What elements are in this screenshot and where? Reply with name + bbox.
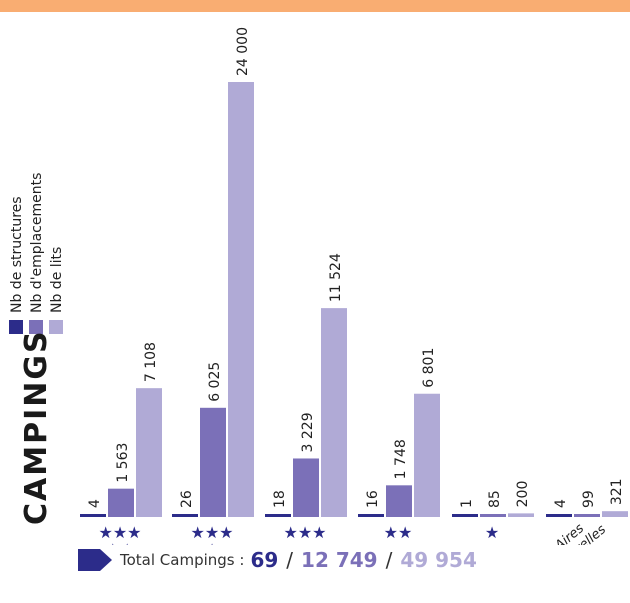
bar <box>386 485 412 517</box>
separator: / <box>286 548 294 572</box>
bar <box>574 514 600 517</box>
bar <box>602 511 628 517</box>
data-label: 18 <box>272 490 288 508</box>
bar <box>414 393 440 517</box>
data-label: 7 108 <box>143 342 159 382</box>
bar <box>358 514 384 517</box>
data-label: 3 229 <box>300 412 316 452</box>
totals-footer: Total Campings : 69 / 12 749 / 49 954 <box>78 545 477 575</box>
total-label: Total Campings : <box>120 551 245 569</box>
star-rating-icon: ★★ <box>106 540 135 545</box>
legend-swatch <box>9 320 23 334</box>
data-label: 1 748 <box>393 439 409 479</box>
data-label: 1 <box>459 499 475 508</box>
data-label: 6 801 <box>421 348 437 388</box>
data-label: 1 563 <box>115 443 131 483</box>
chart-title: CAMPINGS <box>19 329 54 525</box>
bar <box>108 488 134 517</box>
total-structures: 69 <box>250 548 279 572</box>
arrow-icon <box>78 549 112 571</box>
bar <box>546 514 572 517</box>
total-emplacements: 12 749 <box>301 548 378 572</box>
star-rating-icon: ★ <box>485 523 499 542</box>
bar <box>480 514 506 517</box>
data-label: 321 <box>609 478 625 505</box>
bar <box>200 407 226 517</box>
data-label: 4 <box>553 499 569 508</box>
data-label: 85 <box>487 490 503 508</box>
data-label: 16 <box>365 490 381 508</box>
star-rating-icon: ★★ <box>384 523 413 542</box>
separator: / <box>385 548 393 572</box>
bar <box>293 458 319 517</box>
bar <box>80 514 106 517</box>
bar <box>508 513 534 517</box>
bar <box>265 514 291 517</box>
legend-swatch <box>49 320 63 334</box>
data-label: 4 <box>87 499 103 508</box>
data-label: 24 000 <box>235 27 251 76</box>
data-label: 200 <box>515 481 531 508</box>
bar <box>321 308 347 517</box>
star-rating-icon: ★ <box>205 540 219 545</box>
data-label: 26 <box>179 490 195 508</box>
legend-swatch <box>29 320 43 334</box>
star-rating-icon: ★★★ <box>283 523 326 542</box>
total-lits: 49 954 <box>400 548 477 572</box>
star-rating-icon: ★★★ <box>98 523 141 542</box>
data-label: 6 025 <box>207 362 223 402</box>
legend-label: Nb de lits <box>49 247 65 313</box>
legend-label: Nb d'emplacements <box>29 173 45 313</box>
bar <box>136 388 162 517</box>
bar <box>172 514 198 517</box>
data-label: 11 524 <box>328 253 344 302</box>
star-rating-icon: ★★★ <box>190 523 233 542</box>
legend-label: Nb de structures <box>9 196 25 313</box>
bar <box>228 82 254 517</box>
header-band <box>0 0 630 12</box>
data-label: 99 <box>581 490 597 508</box>
bar <box>452 514 478 517</box>
